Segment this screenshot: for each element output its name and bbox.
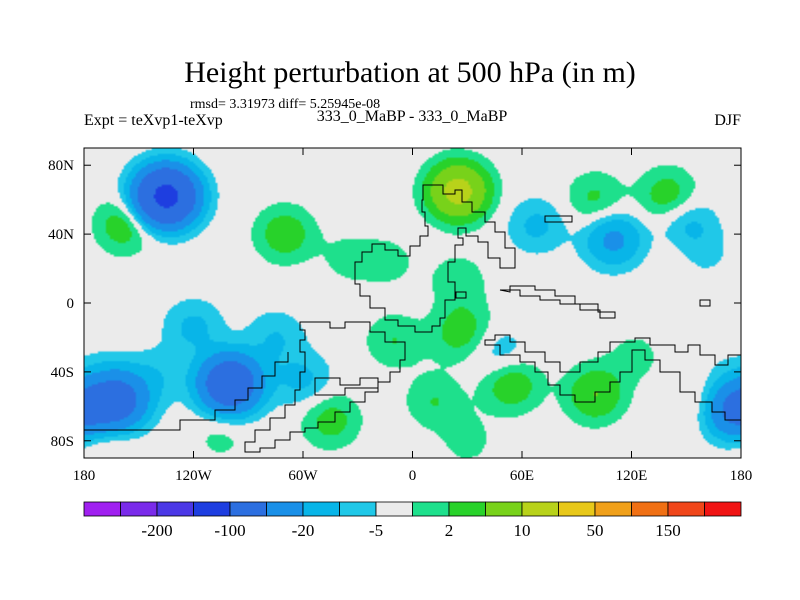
colorbar-label: 50 [587, 521, 604, 540]
colorbar-label: -100 [214, 521, 245, 540]
colorbar-swatch [594, 501, 632, 517]
left-label: Expt = teXvp1-teXvp [84, 112, 223, 129]
x-tick-label: 180 [73, 468, 96, 484]
colorbar-swatch [558, 501, 596, 517]
y-tick-label: 40N [48, 227, 74, 243]
coastline-islands [455, 215, 711, 319]
colorbar-swatch [448, 501, 486, 517]
colorbar-swatch [521, 501, 559, 517]
coastline-americas [244, 321, 406, 453]
coastline-africa-europe [354, 184, 516, 333]
chart-title: Height perturbation at 500 hPa (in m) [184, 56, 636, 89]
y-axis: 80N 40N 0 40S 80S [48, 158, 741, 450]
colorbar-swatch [266, 501, 304, 517]
x-tick-label: 120E [616, 468, 648, 484]
coastlines [84, 184, 741, 453]
colorbar-label: 150 [655, 521, 681, 540]
coastline-inner-ring [314, 377, 379, 396]
x-tick-label: 180 [730, 468, 753, 484]
colorbar-swatch [667, 501, 705, 517]
colorbar-swatch [412, 501, 450, 517]
x-tick-label: 0 [409, 468, 417, 484]
colorbar-swatch [156, 501, 194, 517]
y-tick-label: 80N [48, 158, 74, 174]
colorbar-swatch [193, 501, 231, 517]
colorbar-swatch [229, 501, 267, 517]
x-axis: 180 120W 60W 0 60E 120E 180 [73, 148, 753, 484]
y-tick-label: 40S [51, 365, 74, 381]
colorbar-swatch [83, 501, 121, 517]
coastline-asia-australia [484, 334, 741, 421]
right-label: DJF [714, 112, 741, 129]
perturbation-field [84, 148, 741, 458]
x-tick-label: 60E [510, 468, 534, 484]
colorbar-swatch [485, 501, 523, 517]
colorbar-swatch [375, 501, 413, 517]
x-tick-label: 60W [288, 468, 318, 484]
colorbar-label: -5 [369, 521, 383, 540]
colorbar-label: -200 [141, 521, 172, 540]
colorbar: -200 -100 -20 -5 2 10 50 150 [83, 501, 742, 540]
coastline-southern-rim [84, 352, 289, 431]
y-tick-label: 80S [51, 434, 74, 450]
colorbar-swatch [120, 501, 158, 517]
stats-label: rmsd= 3.31973 diff= 5.25945e-08 [190, 97, 380, 112]
colorbar-swatch [302, 501, 340, 517]
colorbar-label: -20 [292, 521, 315, 540]
colorbar-label: 10 [514, 521, 531, 540]
colorbar-swatch [631, 501, 669, 517]
x-tick-label: 120W [175, 468, 213, 484]
colorbar-swatch [704, 501, 742, 517]
center-label: 333_0_MaBP - 333_0_MaBP [317, 108, 508, 125]
colorbar-label: 2 [445, 521, 454, 540]
y-tick-label: 0 [67, 296, 75, 312]
colorbar-swatch [339, 501, 377, 517]
